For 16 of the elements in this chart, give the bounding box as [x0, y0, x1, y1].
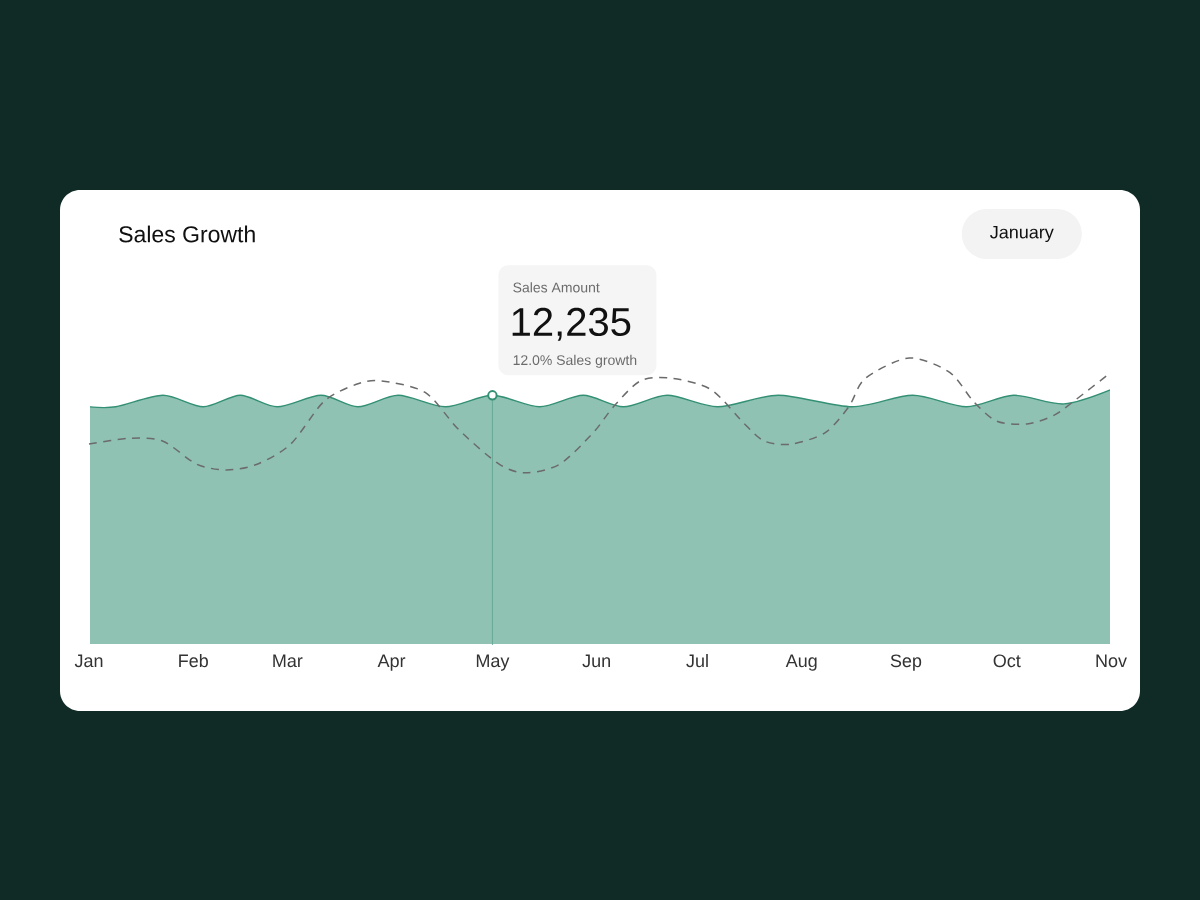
text: 12,235 — [512, 307, 631, 341]
x-tick-label: May — [476, 654, 510, 671]
x-tick-label: Apr — [377, 654, 406, 671]
x-tick-label: Oct — [993, 654, 1021, 668]
text: Sales Amount — [513, 282, 600, 293]
x-tick-label: Jan — [74, 654, 103, 668]
x-tick-label: Nov — [1096, 654, 1127, 668]
annotation: 12.0% Sales growth — [513, 354, 637, 368]
text: January — [990, 225, 1054, 243]
x-tick-label: Feb — [179, 653, 208, 668]
x-tick-label: Jun — [582, 654, 610, 668]
chart-title: Sales Growth — [119, 225, 255, 243]
x-tick-label: Mar — [273, 654, 303, 668]
x-tick-label: Jul — [686, 653, 708, 668]
x-tick-label: Sep — [890, 654, 922, 671]
x-tick-label: Aug — [785, 654, 817, 671]
